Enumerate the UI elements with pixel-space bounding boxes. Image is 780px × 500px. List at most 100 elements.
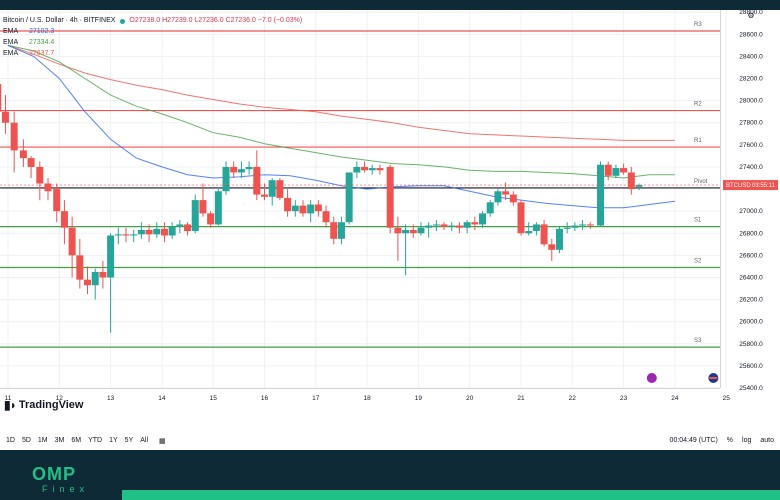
price-tick-label: 26200.0 xyxy=(739,297,763,304)
percent-toggle[interactable]: % xyxy=(726,437,734,444)
candle-body xyxy=(53,189,61,212)
ema-name: EMA xyxy=(3,28,19,35)
price-tick-label: 28400.0 xyxy=(739,53,763,60)
time-tick-label: 13 xyxy=(107,395,115,402)
candle-body xyxy=(114,234,122,236)
time-tick-label: 19 xyxy=(415,395,423,402)
candle-body xyxy=(91,271,99,286)
range-3m[interactable]: 3M xyxy=(54,437,65,444)
us-flag-stripe xyxy=(709,377,718,379)
candle-body xyxy=(361,166,369,171)
axis-settings-icon[interactable]: ⚙ xyxy=(747,11,754,20)
range-1y[interactable]: 1Y xyxy=(109,437,118,444)
candle-body xyxy=(84,279,92,286)
candle-body xyxy=(525,231,533,234)
candlestick-chart[interactable]: R3 R2 R1 Pivot S1 S2 S3 28800.0 28600.0 28400.0 28… xyxy=(0,10,780,450)
omp-logo: OMP xyxy=(32,464,77,484)
symbol-row: Bitcoin / U.S. Dollar · 4h · BITFINEX O2… xyxy=(3,16,302,26)
log-toggle[interactable]: log xyxy=(742,437,752,444)
candle-body xyxy=(571,225,579,228)
candle-body xyxy=(425,225,433,228)
ema-green-line xyxy=(7,44,675,179)
range-5y[interactable]: 5Y xyxy=(124,437,134,444)
candle-body xyxy=(579,224,587,226)
ema-row-3[interactable]: EMA 27637.7 xyxy=(3,48,302,59)
time-tick-label: 24 xyxy=(671,395,679,402)
candle-body xyxy=(191,200,199,232)
candle-body xyxy=(261,194,268,197)
candle-body xyxy=(612,168,620,176)
candle-body xyxy=(440,224,448,227)
date-range-icon[interactable]: ▦ xyxy=(159,438,166,445)
range-ytd[interactable]: YTD xyxy=(88,437,103,444)
candle-body xyxy=(44,183,52,192)
ema-value: 27334.4 xyxy=(29,39,55,46)
candle-body xyxy=(555,228,563,250)
candle-body xyxy=(448,225,456,227)
candle-body xyxy=(345,172,353,223)
range-all[interactable]: All xyxy=(140,437,149,444)
candle-body xyxy=(68,227,76,256)
time-tick-label: 21 xyxy=(517,395,525,402)
candle-body xyxy=(604,164,612,176)
price-tick-label: 25600.0 xyxy=(739,363,763,370)
range-1m[interactable]: 1M xyxy=(37,437,48,444)
price-tick-label: 26400.0 xyxy=(739,274,763,281)
candle-body xyxy=(597,164,605,226)
price-tick-label: 26000.0 xyxy=(739,319,763,326)
candle-body xyxy=(19,150,27,159)
candle-body xyxy=(10,122,18,151)
auto-toggle[interactable]: auto xyxy=(760,437,774,444)
market-status-icon xyxy=(120,18,126,24)
tradingview-logo-icon: ▮◗ xyxy=(4,398,17,412)
candle-body xyxy=(620,168,628,173)
candle-body xyxy=(586,224,594,226)
event-flash-icon[interactable] xyxy=(646,373,657,383)
symbol-title[interactable]: Bitcoin / U.S. Dollar · 4h · BITFINEX xyxy=(3,17,116,24)
ema-row-2[interactable]: EMA 27334.4 xyxy=(3,37,302,48)
utc-clock[interactable]: 00:04:49 (UTC) xyxy=(669,437,718,444)
time-tick-label: 16 xyxy=(261,395,269,402)
candle-body xyxy=(1,111,9,123)
candle-body xyxy=(230,166,238,173)
price-tick-label: 25800.0 xyxy=(739,341,763,348)
candle-body xyxy=(214,191,222,225)
omp-footer: OMP Finex xyxy=(0,450,780,500)
range-6m[interactable]: 6M xyxy=(71,437,82,444)
top-band xyxy=(0,0,780,10)
price-tick-label: 28000.0 xyxy=(739,98,763,105)
candle-body xyxy=(627,172,635,190)
candle-body xyxy=(0,84,2,112)
candle-body xyxy=(299,205,307,214)
candle-body xyxy=(168,226,176,236)
ema-row-1[interactable]: EMA 27102.3 xyxy=(3,26,302,37)
pivot-level-label: R2 xyxy=(694,102,702,108)
pivot-level-label: S3 xyxy=(694,338,702,344)
time-tick-label: 17 xyxy=(312,395,320,402)
pivot-level-label: S2 xyxy=(694,259,702,265)
candle-body xyxy=(307,204,315,214)
price-tick-label: 27000.0 xyxy=(739,208,763,215)
candle-body xyxy=(199,200,207,214)
candle-body xyxy=(60,211,68,228)
candle-body xyxy=(394,227,402,234)
last-price-symbol: BTCUSD xyxy=(726,183,751,189)
finex-logo: Finex xyxy=(42,484,90,494)
candle-body xyxy=(245,166,253,170)
candle-body xyxy=(145,229,153,235)
candle-body xyxy=(486,202,494,214)
candle-body xyxy=(494,191,502,203)
candle-body xyxy=(176,224,184,227)
bottom-area: ▮◗ TradingView 1D 5D 1M 3M 6M YTD 1Y 5Y … xyxy=(0,398,780,450)
range-5d[interactable]: 5D xyxy=(21,437,31,444)
candle-body xyxy=(409,229,417,234)
last-price-tag xyxy=(723,180,778,191)
tradingview-logo[interactable]: ▮◗ TradingView xyxy=(4,398,83,412)
candle-body xyxy=(99,271,107,278)
last-price-timer: 03:55:11 xyxy=(752,183,776,189)
candle-body xyxy=(563,227,571,229)
pivot-level-label: S1 xyxy=(694,218,702,224)
time-tick-label: 11 xyxy=(5,395,12,402)
price-tick-label: 27400.0 xyxy=(739,164,763,171)
range-1d[interactable]: 1D xyxy=(6,437,15,444)
